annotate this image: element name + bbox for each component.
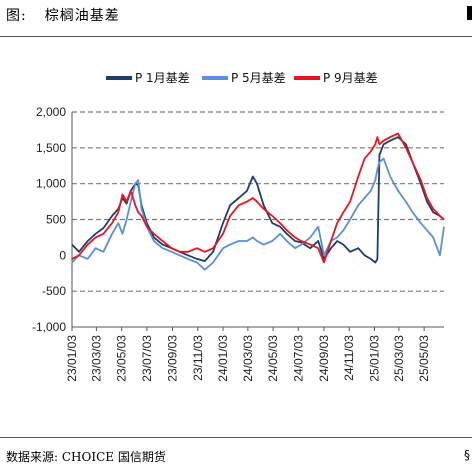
x-tick-label: 23/07/03 xyxy=(140,335,154,382)
series-line-1 xyxy=(71,136,445,264)
x-tick-label: 25/05/03 xyxy=(417,335,431,382)
y-tick-label: -1,000 xyxy=(32,320,66,334)
x-tick-label: 23/01/03 xyxy=(65,335,79,382)
figure-title: 图: 棕榈油基差 xyxy=(6,5,120,25)
figure-label: 图: xyxy=(6,8,27,24)
x-tick-label: 24/11/03 xyxy=(342,335,356,381)
legend-label: P 5月基差 xyxy=(231,71,286,85)
y-tick-label: 2,000 xyxy=(36,105,66,119)
x-tick-label: 24/09/03 xyxy=(317,335,331,382)
source-note: 数据来源: CHOICE 国信期货 xyxy=(6,450,166,464)
x-tick-label: 25/01/03 xyxy=(367,335,381,382)
bottom-rule xyxy=(0,437,472,438)
figure-header: 图: 棕榈油基差 xyxy=(0,0,472,30)
figure-title-text: 棕榈油基差 xyxy=(44,8,120,24)
x-tick-label: 23/05/03 xyxy=(115,335,129,382)
x-tick-label: 23/03/03 xyxy=(89,335,103,382)
y-tick-label: 0 xyxy=(59,248,66,262)
source-edge-glyph: § xyxy=(464,448,470,462)
x-tick-label: 24/07/03 xyxy=(291,335,305,382)
series-line-3 xyxy=(71,132,445,264)
legend-label: P 1月基差 xyxy=(135,71,190,85)
x-tick-label: 25/03/03 xyxy=(392,335,406,382)
basis-line-chart: -1,000 -500 0 500 1,000 1,500 2,000 23/01/03 23/… xyxy=(32,71,445,382)
x-tick-label: 24/01/03 xyxy=(216,335,230,382)
y-tick-label: 1,000 xyxy=(36,177,66,191)
x-tick-label: 23/09/03 xyxy=(166,335,180,382)
legend-label: P 9月基差 xyxy=(323,71,378,85)
series-line-2 xyxy=(71,157,445,271)
corner-mark xyxy=(467,6,472,20)
y-tick-label: 500 xyxy=(46,213,66,227)
y-tick-label: 1,500 xyxy=(36,141,66,155)
x-tick-label: 24/03/03 xyxy=(241,335,255,382)
x-tick-label: 24/05/03 xyxy=(266,335,280,382)
y-tick-label: -500 xyxy=(42,284,66,298)
top-rule xyxy=(0,36,472,37)
x-tick-label: 23/11/03 xyxy=(191,335,205,381)
